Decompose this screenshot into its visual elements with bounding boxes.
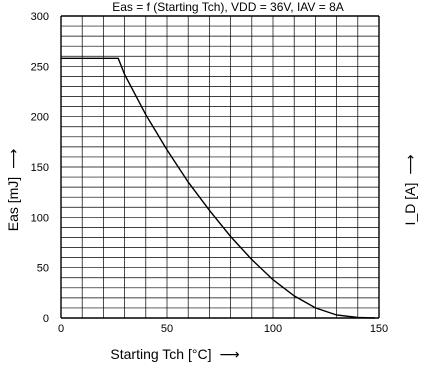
y-tick-label: 300 <box>31 11 49 23</box>
y-tick-label: 200 <box>31 112 49 124</box>
data-layer <box>61 57 375 319</box>
y-tick-label: 0 <box>43 313 49 325</box>
y-axis-label: Eas [mJ]⟶ <box>5 149 21 232</box>
x-axis-label: Starting Tch [°C] ⟶ <box>110 346 239 362</box>
axis-labels: Eas = f (Starting Tch), VDD = 36V, IAV =… <box>5 0 418 362</box>
y-tick-label: 150 <box>31 162 49 174</box>
x-tick-label: 100 <box>264 323 282 335</box>
y-axis-arrow: ⟶ <box>5 149 21 169</box>
y2-axis-label: I_D [A]⟶ <box>402 155 418 226</box>
x-tick-label: 150 <box>370 323 388 335</box>
x-tick-label: 50 <box>161 323 173 335</box>
series-line <box>61 57 375 319</box>
x-tick-label: 0 <box>58 323 64 335</box>
chart-title: Eas = f (Starting Tch), VDD = 36V, IAV =… <box>112 0 344 14</box>
tick-labels: 0 50 100 150 200 250 300 0 50 100 150 <box>31 11 389 335</box>
x-axis-arrow: ⟶ <box>219 346 239 362</box>
grid-lines <box>60 15 380 319</box>
y-tick-label: 100 <box>31 212 49 224</box>
y-tick-label: 50 <box>37 263 49 275</box>
y2-axis-arrow: ⟶ <box>402 155 418 175</box>
y-tick-label: 250 <box>31 61 49 73</box>
